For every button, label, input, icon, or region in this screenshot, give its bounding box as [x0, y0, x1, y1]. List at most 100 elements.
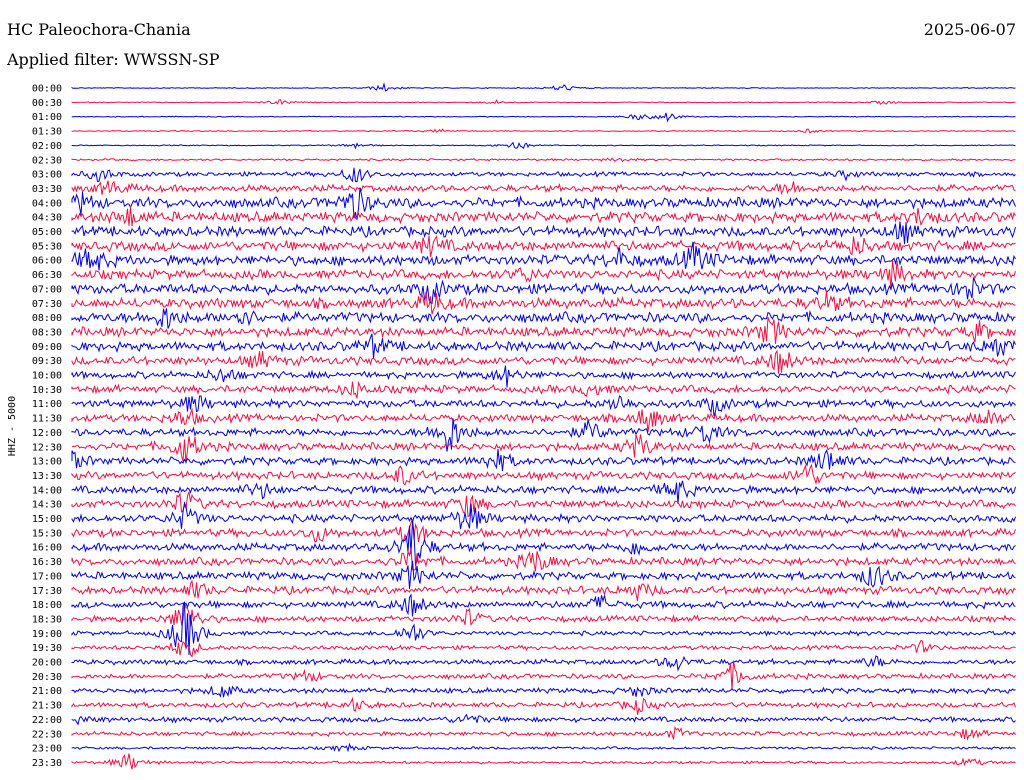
- seismic-trace: [71, 660, 1016, 690]
- seismic-trace: [71, 480, 1016, 504]
- seismic-trace: [71, 316, 1016, 344]
- seismic-trace: [71, 365, 1016, 388]
- seismic-trace: [71, 601, 1016, 655]
- row-time-label: 04:00: [32, 198, 62, 209]
- row-time-label: 18:30: [32, 614, 62, 625]
- seismic-trace: [71, 742, 1016, 753]
- seismic-trace: [71, 593, 1016, 617]
- row-time-label: 19:00: [32, 629, 62, 640]
- row-time-label: 08:30: [32, 327, 62, 338]
- row-time-label: 16:00: [32, 543, 62, 554]
- row-time-label: 12:30: [32, 442, 62, 453]
- channel-axis-label: HHZ - 5000: [7, 396, 18, 456]
- row-time-label: 12:00: [32, 428, 62, 439]
- row-time-label: 09:30: [32, 356, 62, 367]
- seismic-trace: [71, 180, 1016, 196]
- row-time-label: 15:30: [32, 528, 62, 539]
- seismic-trace: [71, 128, 1016, 134]
- row-time-label: 00:00: [32, 84, 62, 95]
- filter-label: Applied filter: WWSSN-SP: [7, 50, 220, 69]
- seismic-trace: [71, 235, 1016, 258]
- row-time-label: 03:00: [32, 170, 62, 181]
- seismic-trace: [71, 547, 1016, 572]
- seismic-trace: [71, 290, 1016, 315]
- seismic-trace: [71, 602, 1016, 627]
- row-time-label: 22:00: [32, 715, 62, 726]
- row-time-label: 11:30: [32, 414, 62, 425]
- row-time-label: 23:30: [32, 758, 62, 769]
- seismogram-rows: 00:00 00:30 01:00 01:30 02:00 02:30 03:00 03:30…: [32, 82, 1016, 770]
- row-time-label: 17:30: [32, 586, 62, 597]
- row-time-label: 04:30: [32, 213, 62, 224]
- row-time-label: 01:30: [32, 127, 62, 138]
- row-time-label: 02:30: [32, 155, 62, 166]
- row-time-label: 16:30: [32, 557, 62, 568]
- seismic-trace: [71, 221, 1016, 245]
- row-time-label: 13:30: [32, 471, 62, 482]
- row-time-label: 14:30: [32, 500, 62, 511]
- row-time-label: 07:30: [32, 299, 62, 310]
- seismic-trace: [71, 260, 1016, 291]
- row-time-label: 00:30: [32, 98, 62, 109]
- seismic-trace: [71, 639, 1016, 658]
- seismic-trace: [71, 655, 1016, 672]
- row-time-label: 06:30: [32, 270, 62, 281]
- seismic-trace: [71, 560, 1016, 589]
- row-time-label: 10:30: [32, 385, 62, 396]
- row-time-label: 17:00: [32, 571, 62, 582]
- seismic-trace: [71, 380, 1016, 399]
- row-time-label: 20:30: [32, 672, 62, 683]
- seismic-trace: [71, 206, 1016, 227]
- seismic-trace: [71, 579, 1016, 602]
- row-time-label: 10:00: [32, 371, 62, 382]
- date-label: 2025-06-07: [923, 20, 1016, 39]
- seismic-trace: [71, 157, 1016, 163]
- seismic-trace: [71, 308, 1016, 329]
- seismic-trace: [71, 491, 1016, 518]
- seismic-trace: [71, 82, 1016, 92]
- seismic-trace: [71, 277, 1016, 305]
- row-time-label: 22:30: [32, 729, 62, 740]
- row-time-label: 01:00: [32, 112, 62, 123]
- seismic-trace: [71, 187, 1016, 220]
- row-time-label: 14:00: [32, 485, 62, 496]
- row-time-label: 15:00: [32, 514, 62, 525]
- seismic-trace: [71, 725, 1016, 741]
- row-time-label: 20:00: [32, 658, 62, 669]
- seismic-trace: [71, 434, 1016, 464]
- row-time-label: 06:00: [32, 256, 62, 267]
- seismic-trace: [71, 713, 1016, 726]
- seismic-trace: [71, 407, 1016, 432]
- seismic-trace: [71, 418, 1016, 452]
- seismic-trace: [71, 167, 1016, 183]
- seismic-trace: [71, 395, 1016, 416]
- seismic-trace: [71, 99, 1016, 106]
- row-time-label: 11:00: [32, 399, 62, 410]
- row-time-label: 13:00: [32, 457, 62, 468]
- seismic-trace: [71, 685, 1016, 698]
- row-time-label: 21:00: [32, 686, 62, 697]
- row-time-label: 08:00: [32, 313, 62, 324]
- seismic-trace: [71, 463, 1016, 486]
- row-time-label: 21:30: [32, 701, 62, 712]
- seismic-trace: [71, 333, 1016, 359]
- row-time-label: 23:00: [32, 744, 62, 755]
- row-time-label: 03:30: [32, 184, 62, 195]
- seismic-trace: [71, 448, 1016, 472]
- seismic-trace: [71, 112, 1016, 123]
- seismic-trace: [71, 753, 1016, 770]
- row-time-label: 05:30: [32, 241, 62, 252]
- row-time-label: 07:00: [32, 284, 62, 295]
- row-time-label: 18:00: [32, 600, 62, 611]
- row-time-label: 02:00: [32, 141, 62, 152]
- row-time-label: 09:00: [32, 342, 62, 353]
- seismic-trace: [71, 141, 1016, 150]
- seismic-trace: [71, 520, 1016, 567]
- seismic-trace: [71, 501, 1016, 530]
- row-time-label: 05:00: [32, 227, 62, 238]
- row-time-label: 19:30: [32, 643, 62, 654]
- seismic-trace: [71, 349, 1016, 374]
- seismic-trace: [71, 519, 1016, 543]
- seismic-trace: [71, 241, 1016, 271]
